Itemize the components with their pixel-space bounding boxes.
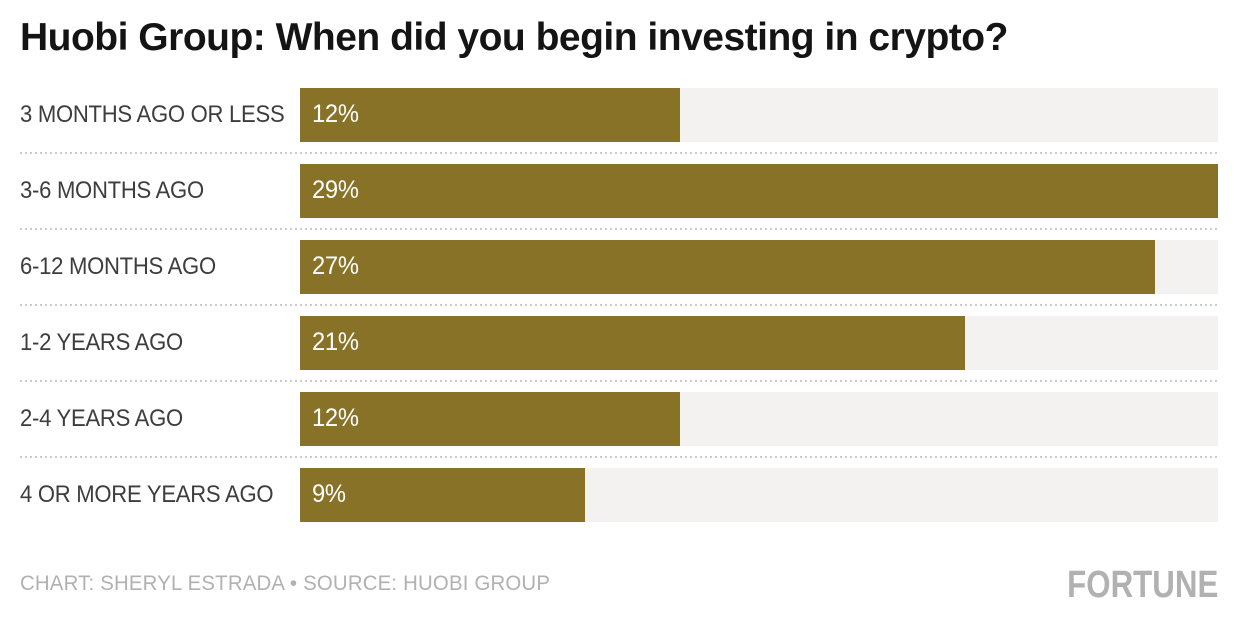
chart-row: 3 MONTHS AGO OR LESS 12% bbox=[20, 87, 1218, 164]
category-label: 1-2 YEARS AGO bbox=[20, 328, 183, 356]
bar-track: 21% bbox=[300, 315, 1218, 370]
category-label: 2-4 YEARS AGO bbox=[20, 404, 183, 432]
category-label: 3-6 MONTHS AGO bbox=[20, 176, 204, 204]
category-label: 4 OR MORE YEARS AGO bbox=[20, 480, 274, 508]
footer: CHART: SHERYL ESTRADA • SOURCE: HUOBI GR… bbox=[20, 562, 1218, 605]
category-label: 3 MONTHS AGO OR LESS bbox=[20, 100, 285, 128]
bar-chart: 3 MONTHS AGO OR LESS 12% 3-6 MONTHS AGO … bbox=[20, 87, 1218, 544]
bar: 27% bbox=[300, 239, 1155, 294]
value-label: 29% bbox=[312, 176, 359, 205]
chart-title: Huobi Group: When did you begin investin… bbox=[20, 16, 1008, 59]
bar-track: 12% bbox=[300, 87, 1218, 142]
chart-row: 6-12 MONTHS AGO 27% bbox=[20, 239, 1218, 316]
bar: 12% bbox=[300, 391, 680, 446]
value-label: 12% bbox=[312, 404, 359, 433]
bar-track: 9% bbox=[300, 467, 1218, 522]
bar: 12% bbox=[300, 87, 680, 142]
bar: 9% bbox=[300, 467, 585, 522]
value-label: 21% bbox=[312, 328, 359, 357]
credit-line: CHART: SHERYL ESTRADA • SOURCE: HUOBI GR… bbox=[20, 571, 551, 595]
chart-row: 4 OR MORE YEARS AGO 9% bbox=[20, 467, 1218, 544]
chart-row: 2-4 YEARS AGO 12% bbox=[20, 391, 1218, 468]
bar: 21% bbox=[300, 315, 965, 370]
category-label: 6-12 MONTHS AGO bbox=[20, 252, 216, 280]
bar-track: 27% bbox=[300, 239, 1218, 294]
chart-row: 1-2 YEARS AGO 21% bbox=[20, 315, 1218, 392]
value-label: 12% bbox=[312, 100, 359, 129]
fortune-logo: FORTUNE bbox=[1066, 562, 1218, 605]
value-label: 9% bbox=[312, 480, 346, 509]
bar-track: 12% bbox=[300, 391, 1218, 446]
bar: 29% bbox=[300, 163, 1218, 218]
bar-track: 29% bbox=[300, 163, 1218, 218]
chart-row: 3-6 MONTHS AGO 29% bbox=[20, 163, 1218, 240]
value-label: 27% bbox=[312, 252, 359, 281]
